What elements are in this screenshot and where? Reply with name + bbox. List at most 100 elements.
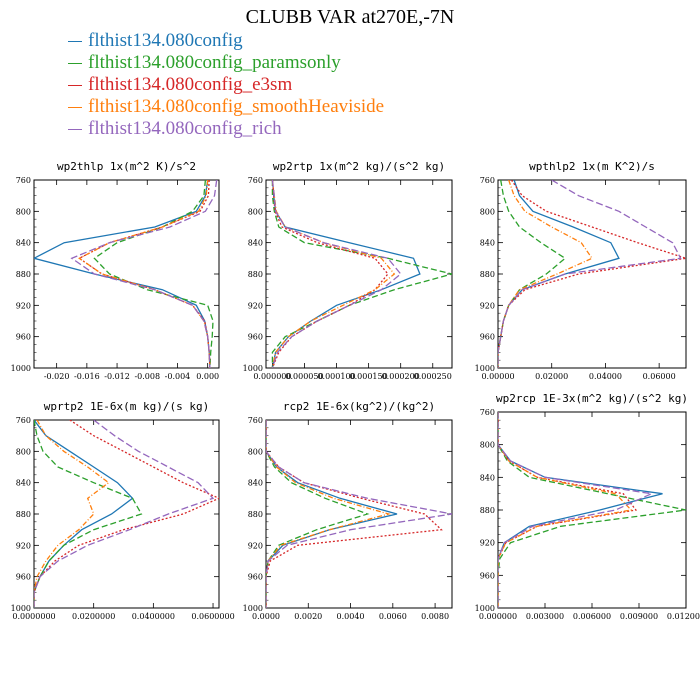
- x-tick-label: -0.004: [165, 372, 191, 381]
- legend-label: flthist134.080config: [88, 30, 243, 51]
- series-line: [78, 180, 211, 368]
- legend-label: flthist134.080config_smoothHeaviside: [88, 96, 385, 117]
- series-line: [266, 420, 443, 608]
- plot-frame: [33, 419, 220, 609]
- y-tick-label: 920: [480, 539, 495, 548]
- panel-title: wpthlp2 1x(m K^2)/s: [529, 160, 655, 173]
- y-tick-label: 880: [480, 506, 495, 515]
- x-tick-label: -0.012: [104, 372, 130, 381]
- y-tick-label: 920: [16, 541, 31, 550]
- series-line: [498, 180, 593, 368]
- series-line: [498, 412, 686, 608]
- series-line: [271, 180, 402, 368]
- x-tick-label: 0.0600000: [191, 612, 234, 621]
- legend-item: flthist134.080config_e3sm: [68, 74, 384, 96]
- x-tick-label: -0.008: [134, 372, 160, 381]
- series-line: [34, 420, 215, 608]
- legend-item: flthist134.080config_rich: [68, 118, 384, 140]
- series-line: [498, 180, 682, 368]
- series-line: [498, 180, 567, 368]
- x-tick-label: 0.02000: [535, 372, 568, 381]
- y-tick-label: 800: [16, 207, 31, 216]
- x-tick-label: 0.0020: [294, 612, 322, 621]
- y-tick-label: 960: [248, 333, 263, 342]
- x-tick-label: 0.000000: [479, 612, 517, 621]
- series-line: [271, 180, 389, 368]
- y-tick-label: 1000: [243, 604, 263, 613]
- panel-title: rcp2 1E-6x(kg^2)/(kg^2): [283, 400, 435, 413]
- x-tick-label: 0.012000: [667, 612, 700, 621]
- series-line: [498, 180, 620, 368]
- y-tick-label: 760: [248, 416, 263, 425]
- y-tick-label: 960: [480, 571, 495, 580]
- series-line: [498, 412, 663, 608]
- legend-item: flthist134.080config: [68, 30, 384, 52]
- legend-item: flthist134.080config_paramsonly: [68, 52, 384, 74]
- y-tick-label: 1000: [11, 364, 31, 373]
- y-tick-label: 1000: [11, 604, 31, 613]
- x-tick-label: 0.000: [196, 372, 219, 381]
- legend-swatch: [68, 63, 82, 65]
- panel: wprtp2 1E-6x(m kg)/(s kg) 760 800 840 880 920…: [11, 400, 235, 621]
- x-tick-label: 0.000050: [285, 372, 323, 381]
- legend-label: flthist134.080config_paramsonly: [88, 52, 341, 73]
- plot-frame: [265, 179, 453, 369]
- y-tick-label: 840: [16, 239, 31, 248]
- legend-swatch: [68, 129, 82, 131]
- series-line: [266, 420, 392, 608]
- y-tick-label: 1000: [475, 604, 495, 613]
- y-tick-label: 840: [480, 473, 495, 482]
- x-tick-label: 0.000250: [414, 372, 452, 381]
- plot-frame: [33, 179, 220, 369]
- y-tick-label: 960: [16, 333, 31, 342]
- legend-swatch: [68, 107, 82, 109]
- panel-title: wprtp2 1E-6x(m kg)/(s kg): [44, 400, 210, 413]
- x-tick-label: 0.00000: [481, 372, 514, 381]
- y-tick-label: 880: [248, 270, 263, 279]
- y-tick-label: 880: [248, 510, 263, 519]
- y-tick-label: 920: [480, 301, 495, 310]
- legend-label: flthist134.080config_rich: [88, 118, 282, 139]
- series-line: [271, 180, 421, 368]
- x-tick-label: 0.0000000: [12, 612, 55, 621]
- x-tick-label: -0.016: [74, 372, 100, 381]
- panel: wp2thlp 1x(m^2 K)/s^2 760 800 840 880 920 960 1…: [11, 160, 220, 381]
- series-line: [271, 180, 452, 368]
- x-tick-label: 0.0400000: [132, 612, 175, 621]
- x-tick-label: 0.000100: [317, 372, 355, 381]
- x-tick-label: -0.020: [44, 372, 70, 381]
- x-tick-label: 0.003000: [526, 612, 564, 621]
- panel: wp2rtp 1x(m^2 kg)/(s^2 kg) 760 800 840 880 92…: [243, 160, 453, 381]
- series-line: [34, 420, 134, 608]
- y-tick-label: 880: [16, 270, 31, 279]
- legend-swatch: [68, 41, 82, 43]
- legend-label: flthist134.080config_e3sm: [88, 74, 293, 95]
- y-tick-label: 920: [248, 541, 263, 550]
- x-tick-label: 0.0080: [421, 612, 449, 621]
- y-tick-label: 960: [480, 333, 495, 342]
- series-line: [266, 420, 398, 608]
- x-tick-label: 0.0040: [337, 612, 365, 621]
- x-tick-label: 0.000000: [253, 372, 291, 381]
- series-line: [498, 412, 638, 608]
- y-tick-label: 960: [16, 573, 31, 582]
- panel-title: wp2thlp 1x(m^2 K)/s^2: [57, 160, 196, 173]
- panel-title: wp2rcp 1E-3x(m^2 kg)/(s^2 kg): [496, 392, 688, 405]
- y-tick-label: 840: [248, 239, 263, 248]
- series-line: [70, 180, 218, 368]
- x-tick-label: 0.000150: [350, 372, 388, 381]
- y-tick-label: 760: [16, 416, 31, 425]
- y-tick-label: 1000: [475, 364, 495, 373]
- series-line: [34, 420, 219, 608]
- y-tick-label: 800: [248, 447, 263, 456]
- x-tick-label: 0.009000: [620, 612, 658, 621]
- y-tick-label: 880: [16, 510, 31, 519]
- figure-title: CLUBB VAR at270E,-7N: [245, 6, 455, 28]
- y-tick-label: 800: [480, 441, 495, 450]
- y-tick-label: 800: [248, 207, 263, 216]
- series-line: [498, 180, 686, 368]
- y-tick-label: 840: [248, 479, 263, 488]
- y-tick-label: 760: [16, 176, 31, 185]
- y-tick-label: 920: [16, 301, 31, 310]
